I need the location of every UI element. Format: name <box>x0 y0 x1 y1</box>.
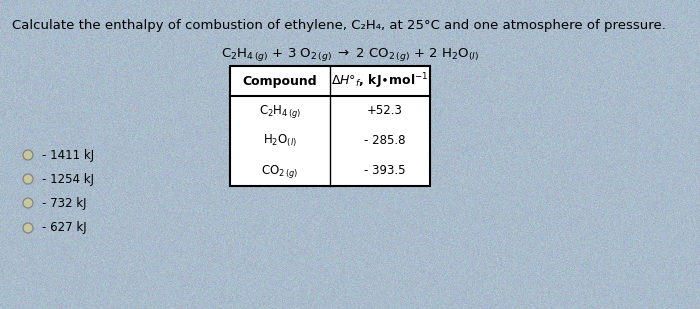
Text: - 732 kJ: - 732 kJ <box>42 197 87 210</box>
Text: - 285.8: - 285.8 <box>364 134 406 147</box>
Text: CO$_{2\,(g)}$: CO$_{2\,(g)}$ <box>261 163 299 180</box>
Text: - 393.5: - 393.5 <box>364 164 406 177</box>
Circle shape <box>23 174 33 184</box>
Text: Calculate the enthalpy of combustion of ethylene, C₂H₄, at 25°C and one atmosphe: Calculate the enthalpy of combustion of … <box>12 19 666 32</box>
Circle shape <box>23 198 33 208</box>
Text: C$_2$H$_{4\,(g)}$: C$_2$H$_{4\,(g)}$ <box>259 103 301 120</box>
Circle shape <box>23 223 33 233</box>
Circle shape <box>23 150 33 160</box>
Bar <box>230 66 430 186</box>
Text: - 1254 kJ: - 1254 kJ <box>42 172 94 185</box>
Text: H$_2$O$_{(l)}$: H$_2$O$_{(l)}$ <box>263 133 297 149</box>
Text: - 627 kJ: - 627 kJ <box>42 222 87 235</box>
Text: Compound: Compound <box>243 74 317 87</box>
Text: +52.3: +52.3 <box>367 104 403 117</box>
Text: - 1411 kJ: - 1411 kJ <box>42 149 94 162</box>
Text: C$_2$H$_{4\,(g)}$ + 3 O$_{2\,(g)}$ $\rightarrow$ 2 CO$_{2\,(g)}$ + 2 H$_2$O$_{(l: C$_2$H$_{4\,(g)}$ + 3 O$_{2\,(g)}$ $\rig… <box>221 46 479 63</box>
Text: $\Delta H°_f$, kJ$\bullet$mol$^{-1}$: $\Delta H°_f$, kJ$\bullet$mol$^{-1}$ <box>331 71 429 91</box>
